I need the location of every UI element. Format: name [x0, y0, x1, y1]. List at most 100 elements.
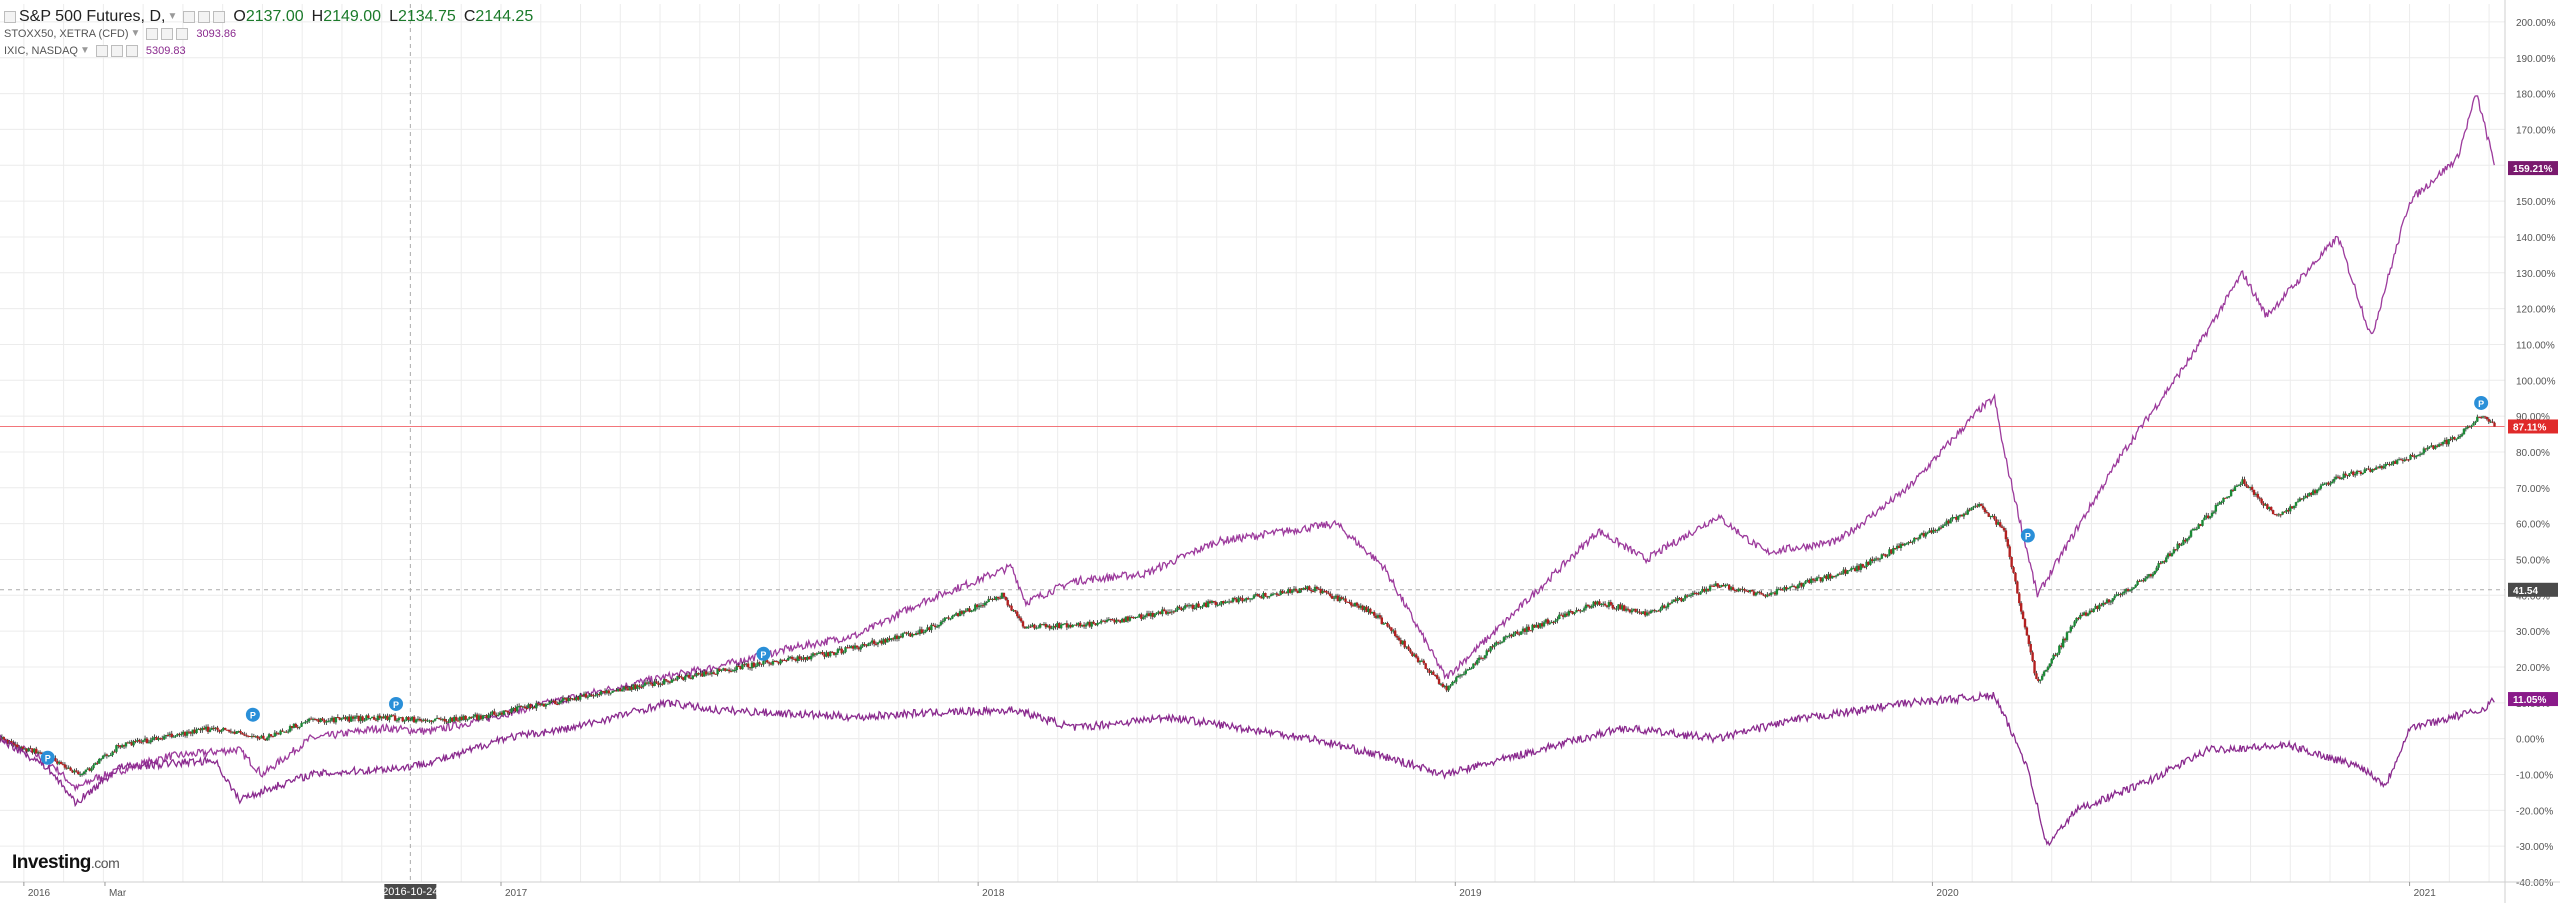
candle-body [2191, 529, 2195, 531]
candle-body [1655, 610, 1658, 612]
price-label-bg [2508, 692, 2558, 707]
candle-body [1813, 580, 1817, 582]
candle-body [893, 635, 897, 640]
candle-body [166, 734, 170, 736]
candle-body [2489, 421, 2492, 423]
candle-body [561, 697, 565, 701]
candle-body [1376, 615, 1380, 618]
candle-body [1550, 621, 1553, 624]
candle-body [75, 770, 78, 772]
candle-body [1712, 585, 1716, 587]
candle-body [672, 679, 675, 681]
candle-body [462, 715, 465, 721]
candle-body [1964, 513, 1968, 515]
chevron-down-icon[interactable]: ▼ [79, 45, 90, 56]
eye-icon[interactable] [146, 27, 159, 40]
candle-body [1079, 622, 1082, 627]
settings-icon[interactable] [198, 10, 211, 23]
event-marker[interactable] [389, 696, 404, 711]
event-marker[interactable] [756, 646, 771, 661]
candle-body [2376, 467, 2380, 469]
candle-body [756, 662, 759, 666]
event-marker[interactable] [2474, 395, 2489, 410]
candle-body [577, 697, 580, 700]
candle-body [141, 740, 145, 742]
candle-body [2, 737, 6, 740]
candle-body [1897, 545, 1901, 549]
candle-body [693, 675, 696, 677]
candle-body [2430, 445, 2433, 447]
eye-icon[interactable] [183, 10, 196, 23]
candle-body [2340, 477, 2344, 479]
candle-body [250, 736, 254, 738]
candle-body [1128, 617, 1132, 621]
candle-body [1569, 610, 1572, 612]
candle-body [1319, 588, 1322, 594]
candle-body [2367, 468, 2370, 470]
candle-body [409, 719, 412, 721]
candle-body [1260, 596, 1263, 599]
candle-body [1600, 603, 1603, 605]
candle-body [537, 703, 540, 705]
settings-icon[interactable] [161, 27, 174, 40]
candle-body [1771, 592, 1775, 594]
candle-body [2195, 528, 2198, 530]
candle-body [376, 715, 380, 721]
candle-body [1535, 624, 1538, 628]
candle-body [1531, 624, 1534, 631]
candle-body [781, 659, 784, 661]
event-marker[interactable] [40, 750, 55, 765]
candle-body [1693, 592, 1697, 594]
candle-body [1685, 595, 1689, 597]
price-label: 11.05% [2513, 695, 2546, 706]
candle-body [928, 627, 931, 631]
chevron-down-icon[interactable]: ▼ [130, 28, 141, 39]
chevron-down-icon[interactable]: ▼ [167, 11, 178, 22]
candle-body [888, 638, 891, 640]
candle-body [603, 691, 607, 694]
close-icon[interactable] [176, 27, 189, 40]
candle-body [2136, 580, 2139, 585]
candle-body [1743, 589, 1746, 591]
candle-body [785, 660, 788, 662]
candle-body [1962, 513, 1966, 517]
legend-series-nasdaq[interactable]: IXIC, NASDAQ ▼ 5309.83 [4, 42, 541, 59]
close-icon[interactable] [213, 10, 226, 23]
candle-body [290, 726, 294, 728]
candle-body [2201, 519, 2204, 526]
candle-body [1909, 541, 1912, 543]
settings-icon[interactable] [110, 44, 123, 57]
eye-icon[interactable] [95, 44, 108, 57]
candle-body [2182, 539, 2185, 545]
event-marker[interactable] [245, 707, 260, 722]
legend-main[interactable]: S&P 500 Futures, D, ▼ O2137.00 H2149.00 … [4, 8, 541, 25]
candle-body [1823, 575, 1826, 579]
close-value: 2144.25 [475, 7, 534, 25]
event-marker[interactable] [2020, 528, 2035, 543]
collapse-icon[interactable] [4, 10, 16, 23]
candle-body [657, 682, 660, 685]
candle-body [1985, 512, 1989, 514]
candle-body [1317, 588, 1321, 590]
candle-body [1050, 628, 1053, 630]
close-icon[interactable] [125, 44, 138, 57]
legend-series-stoxx[interactable]: STOXX50, XETRA (CFD) ▼ 3093.86 [4, 25, 541, 42]
candle-body [1928, 530, 1931, 533]
candle-body [1537, 624, 1540, 628]
candle-body [1184, 605, 1187, 609]
candle-body [2056, 653, 2059, 656]
candle-body [1359, 605, 1363, 608]
candle-body [2451, 437, 2454, 440]
candle-body [1552, 621, 1555, 623]
candle-body [222, 727, 225, 731]
candle-body [584, 693, 588, 698]
candle-body [96, 762, 99, 764]
candle-body [1437, 678, 1441, 684]
candle-body [1594, 601, 1597, 605]
candle-body [317, 719, 320, 722]
candle-body [1058, 623, 1061, 629]
candle-body [1998, 522, 2002, 527]
candle-body [1976, 505, 1979, 507]
